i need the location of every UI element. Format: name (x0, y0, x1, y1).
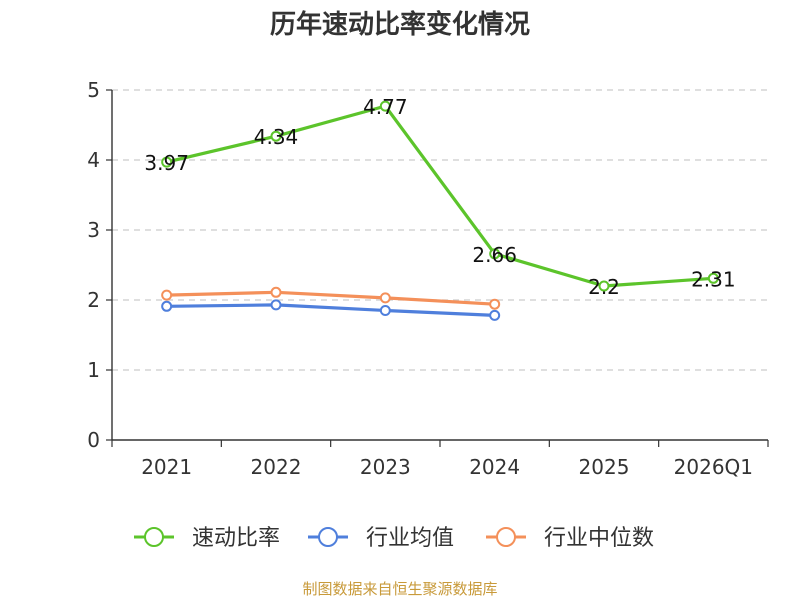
data-point[interactable] (598, 280, 610, 292)
data-point[interactable] (161, 300, 173, 312)
data-label: 2.2 (588, 275, 620, 299)
legend-label: 行业中位数 (544, 526, 654, 551)
legend-marker-icon (318, 527, 338, 547)
x-tick-label: 2021 (141, 455, 192, 479)
legend-item[interactable]: 行业中位数 (486, 526, 654, 551)
data-point[interactable] (161, 289, 173, 301)
x-tick-label: 2023 (360, 455, 411, 479)
legend-marker-icon (144, 527, 164, 547)
data-labels: 3.97 4.34 4.77 2.66 2.2 2.31 (144, 95, 735, 299)
source-note: 制图数据来自恒生聚源数据库 (302, 580, 497, 598)
legend-label: 速动比率 (192, 526, 280, 551)
data-label: 4.77 (363, 95, 408, 119)
series-line (165, 303, 497, 317)
data-point[interactable] (270, 286, 282, 298)
data-point[interactable] (379, 292, 391, 304)
x-tick-label: 2024 (469, 455, 520, 479)
data-point[interactable] (161, 156, 173, 168)
legend[interactable]: 速动比率 行业均值 行业中位数 (134, 526, 654, 551)
data-label: 4.34 (254, 125, 299, 149)
y-tick-label: 5 (87, 78, 100, 102)
data-point[interactable] (707, 272, 719, 284)
legend-label: 行业均值 (366, 526, 454, 551)
y-tick-label: 4 (87, 148, 100, 172)
chart-title: 历年速动比率变化情况 (270, 9, 530, 40)
y-tick-label: 0 (87, 428, 100, 452)
data-point[interactable] (270, 299, 282, 311)
series-line (165, 104, 715, 288)
y-tick-label: 2 (87, 288, 100, 312)
series-line (165, 290, 497, 306)
x-tick-label: 2025 (579, 455, 630, 479)
data-point[interactable] (379, 100, 391, 112)
series-lines (161, 100, 719, 321)
legend-item[interactable]: 速动比率 (134, 526, 280, 551)
x-tick-label: 2022 (251, 455, 302, 479)
data-label: 3.97 (144, 151, 189, 175)
y-tick-label: 3 (87, 218, 100, 242)
data-label: 2.66 (472, 243, 517, 267)
x-tick-label: 2026Q1 (674, 455, 753, 479)
data-label: 2.31 (691, 267, 736, 291)
axes: 0 1 2 3 4 5 2021 2022 2023 2024 2025 2026Q1 (87, 78, 769, 479)
data-point[interactable] (489, 309, 501, 321)
data-point[interactable] (379, 305, 391, 316)
data-point[interactable] (489, 298, 501, 310)
legend-item[interactable]: 行业均值 (308, 526, 454, 551)
legend-marker-icon (496, 527, 516, 547)
data-point[interactable] (270, 130, 282, 142)
grid-lines (112, 89, 768, 371)
data-point[interactable] (489, 248, 501, 260)
y-tick-label: 1 (87, 358, 100, 382)
